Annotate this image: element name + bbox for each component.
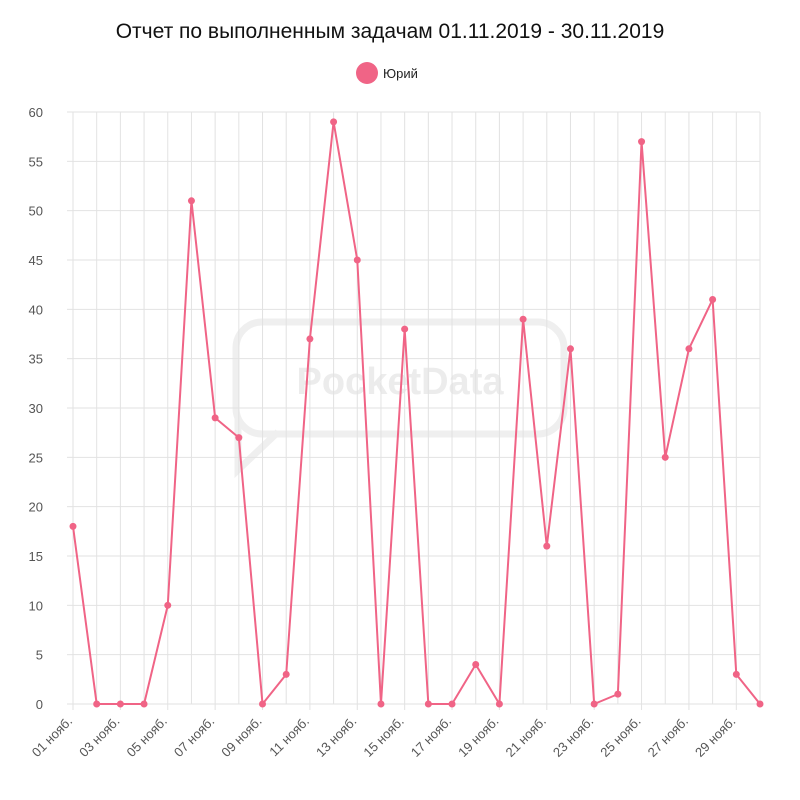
data-point[interactable] bbox=[69, 522, 77, 530]
y-tick-label: 35 bbox=[29, 352, 43, 367]
y-tick-label: 5 bbox=[36, 648, 43, 663]
data-point[interactable] bbox=[187, 197, 195, 205]
chart-title: Отчет по выполненным задачам 01.11.2019 … bbox=[115, 20, 665, 43]
x-tick-label: 25 нояб. bbox=[597, 714, 643, 760]
data-point[interactable] bbox=[448, 700, 456, 708]
x-tick-label: 03 нояб. bbox=[76, 714, 122, 760]
data-point[interactable] bbox=[140, 700, 148, 708]
data-point[interactable] bbox=[661, 453, 669, 461]
y-tick-label: 10 bbox=[29, 598, 43, 613]
y-tick-label: 15 bbox=[29, 549, 43, 564]
y-tick-label: 45 bbox=[29, 253, 43, 268]
x-tick-label: 05 нояб. bbox=[124, 714, 170, 760]
y-tick-label: 30 bbox=[29, 401, 43, 416]
data-point[interactable] bbox=[685, 345, 693, 353]
data-point[interactable] bbox=[306, 335, 314, 343]
x-tick-label: 11 нояб. bbox=[266, 714, 312, 760]
data-point[interactable] bbox=[93, 700, 101, 708]
data-point[interactable] bbox=[377, 700, 385, 708]
legend-label: Юрий bbox=[383, 65, 418, 81]
y-tick-label: 60 bbox=[29, 105, 43, 120]
x-tick-label: 27 нояб. bbox=[645, 714, 691, 760]
y-tick-label: 55 bbox=[29, 154, 43, 169]
data-point[interactable] bbox=[116, 700, 124, 708]
x-tick-label: 07 нояб. bbox=[171, 714, 217, 760]
data-point[interactable] bbox=[566, 345, 574, 353]
data-point[interactable] bbox=[164, 601, 172, 609]
series bbox=[69, 118, 764, 708]
data-point[interactable] bbox=[590, 700, 598, 708]
data-point[interactable] bbox=[353, 256, 361, 264]
data-point[interactable] bbox=[495, 700, 503, 708]
x-tick-label: 17 нояб. bbox=[408, 714, 454, 760]
data-point[interactable] bbox=[732, 670, 740, 678]
data-point[interactable] bbox=[259, 700, 267, 708]
data-point[interactable] bbox=[401, 325, 409, 333]
data-point[interactable] bbox=[472, 661, 480, 669]
x-tick-label: 15 нояб. bbox=[360, 714, 406, 760]
data-point[interactable] bbox=[614, 690, 622, 698]
x-tick-label: 09 нояб. bbox=[218, 714, 264, 760]
series-line bbox=[72, 120, 761, 705]
y-tick-label: 40 bbox=[29, 302, 43, 317]
data-point[interactable] bbox=[709, 295, 717, 303]
grid bbox=[67, 111, 761, 710]
x-tick-label: 19 нояб. bbox=[455, 714, 501, 760]
data-point[interactable] bbox=[543, 542, 551, 550]
x-tick-label: 29 нояб. bbox=[692, 714, 738, 760]
legend-swatch bbox=[356, 62, 378, 84]
x-tick-label: 21 нояб. bbox=[503, 714, 549, 760]
data-point[interactable] bbox=[235, 434, 243, 442]
y-tick-label: 25 bbox=[29, 450, 43, 465]
y-tick-label: 50 bbox=[29, 204, 43, 219]
data-point[interactable] bbox=[282, 670, 290, 678]
data-point[interactable] bbox=[756, 700, 764, 708]
data-point[interactable] bbox=[330, 118, 338, 126]
x-tick-label: 01 нояб. bbox=[29, 714, 75, 760]
y-tick-label: 0 bbox=[36, 697, 43, 712]
x-tick-label: 23 нояб. bbox=[550, 714, 596, 760]
data-point[interactable] bbox=[424, 700, 432, 708]
x-tick-label: 13 нояб. bbox=[313, 714, 359, 760]
data-point[interactable] bbox=[519, 315, 527, 323]
y-tick-label: 20 bbox=[29, 500, 43, 515]
data-point[interactable] bbox=[211, 414, 219, 422]
data-point[interactable] bbox=[638, 138, 646, 146]
legend[interactable]: Юрий bbox=[356, 62, 418, 84]
